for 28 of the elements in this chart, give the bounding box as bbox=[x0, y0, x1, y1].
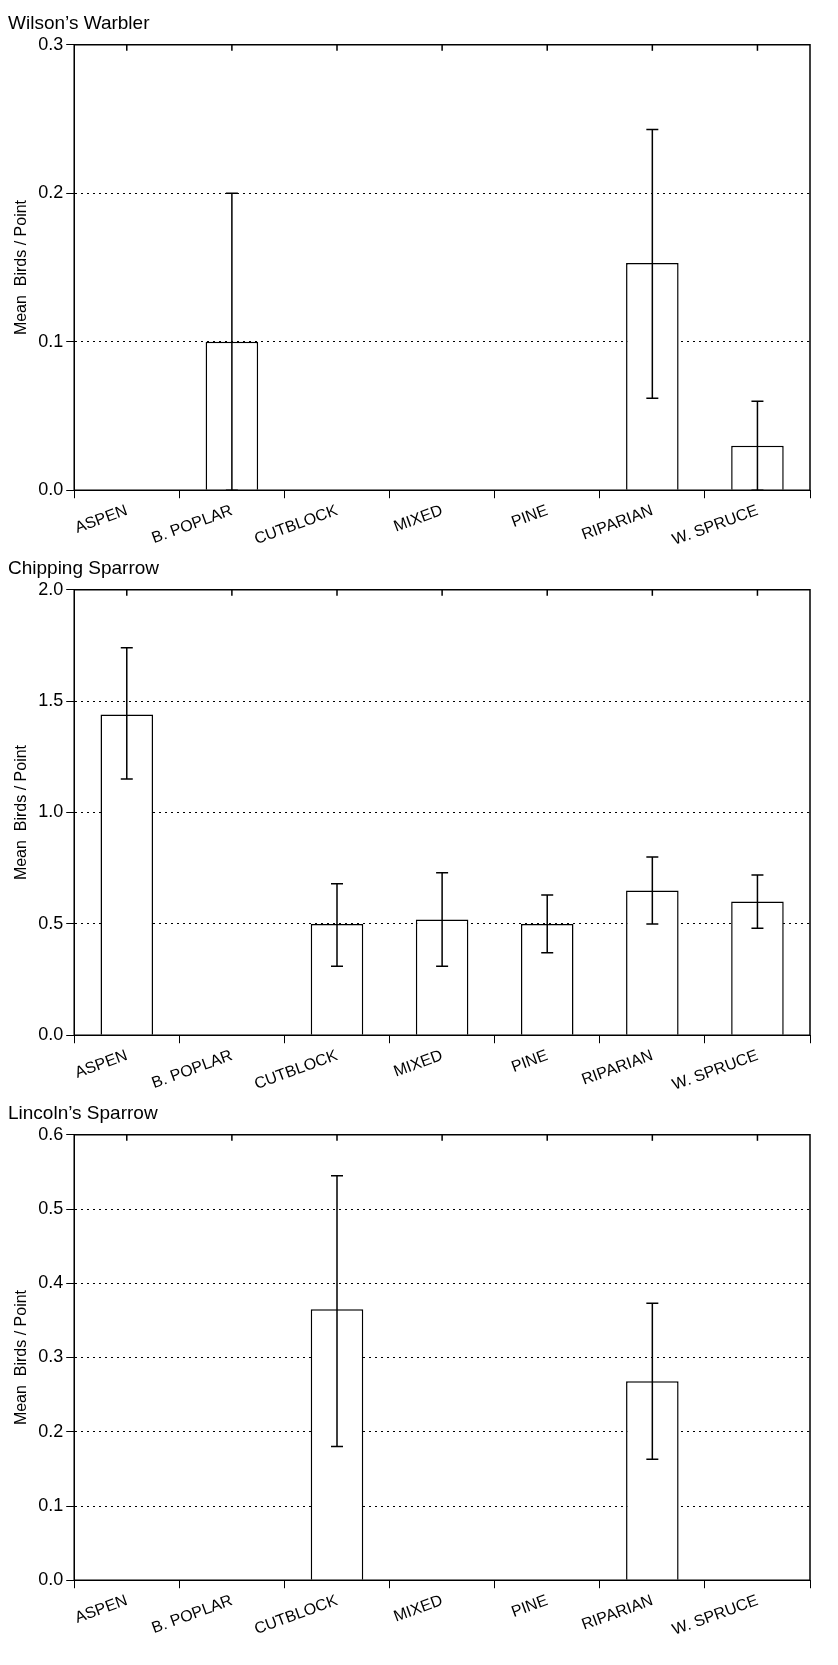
chart-title: Chipping Sparrow bbox=[8, 556, 160, 578]
y-tick-label: 1.0 bbox=[38, 801, 64, 822]
y-axis-title: Mean Birds / Point bbox=[12, 1289, 30, 1426]
y-tick-label: 0.5 bbox=[38, 1198, 64, 1219]
chart-title: Wilson’s Warbler bbox=[8, 11, 151, 33]
y-tick-label: 0.5 bbox=[38, 912, 64, 933]
y-tick-label: 0.2 bbox=[38, 1420, 64, 1441]
y-tick-label: 0.0 bbox=[38, 1569, 64, 1590]
y-tick-label: 0.3 bbox=[38, 33, 64, 54]
y-axis-title: Mean Birds / Point bbox=[12, 744, 30, 881]
x-tick-label: MIXED bbox=[391, 1591, 445, 1625]
y-tick-label: 0.4 bbox=[38, 1272, 64, 1293]
y-tick-label: 0.0 bbox=[38, 1024, 64, 1045]
y-tick-label: 0.0 bbox=[38, 479, 64, 500]
y-tick-label: 1.5 bbox=[38, 690, 64, 711]
x-tick-label: PINE bbox=[508, 1591, 550, 1620]
y-tick-label: 2.0 bbox=[38, 578, 64, 599]
x-tick-label: PINE bbox=[508, 1046, 550, 1075]
y-tick-label: 0.2 bbox=[38, 182, 64, 203]
x-tick-label: PINE bbox=[508, 501, 550, 530]
x-tick-label: MIXED bbox=[391, 1046, 445, 1080]
y-tick-label: 0.6 bbox=[38, 1123, 64, 1144]
y-axis-title: Mean Birds / Point bbox=[12, 199, 30, 336]
y-tick-label: 0.1 bbox=[38, 330, 64, 351]
chart-title: Lincoln’s Sparrow bbox=[8, 1101, 158, 1123]
y-tick-label: 0.3 bbox=[38, 1346, 64, 1367]
y-tick-label: 0.1 bbox=[38, 1494, 64, 1515]
x-tick-label: MIXED bbox=[391, 501, 445, 535]
